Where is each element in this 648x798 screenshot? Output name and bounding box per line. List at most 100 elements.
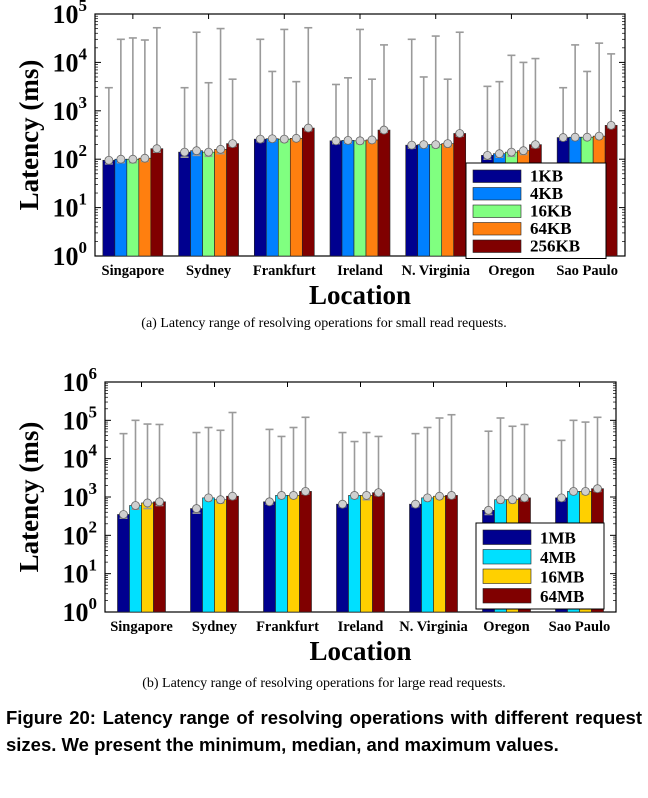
bar-1kb <box>329 140 343 257</box>
median-marker <box>594 131 604 141</box>
median-marker <box>192 504 201 513</box>
y-tick-label: 103 <box>53 93 88 126</box>
median-marker <box>435 491 444 501</box>
median-marker <box>301 486 310 496</box>
median-marker <box>155 497 164 507</box>
legend-label-16mb: 16MB <box>540 568 584 587</box>
legend-label-64kb: 64KB <box>530 219 572 238</box>
legend-label-4mb: 4MB <box>540 548 576 567</box>
bar-256kb <box>150 148 164 257</box>
bar-4mb <box>129 505 142 613</box>
bar-256kb <box>377 129 391 257</box>
median-marker <box>289 491 298 500</box>
x-tick-label: Frankfurt <box>256 619 319 635</box>
y-tick-label: 102 <box>63 517 98 550</box>
legend-label-64mb: 64MB <box>540 587 584 606</box>
median-marker <box>303 123 313 133</box>
chart-large-requests: 100 101 102 103 104 105 106 Singapore Sydney Fran… <box>14 364 617 666</box>
median-marker <box>367 135 377 145</box>
bar-16kb <box>353 140 367 257</box>
median-marker <box>277 491 286 500</box>
median-marker <box>581 486 590 496</box>
legend-label-1mb: 1MB <box>540 529 576 548</box>
bar-64mb <box>299 491 312 613</box>
bar-1kb <box>253 138 267 257</box>
bar-16kb <box>126 158 140 257</box>
legend-swatch-16mb <box>482 568 532 584</box>
median-marker <box>192 146 201 156</box>
bar-64mb <box>153 501 166 613</box>
median-marker <box>484 505 493 515</box>
median-marker <box>331 136 341 146</box>
median-marker <box>507 147 516 157</box>
x-tick-label: N. Virginia <box>399 619 468 635</box>
bar-256kb <box>301 127 315 257</box>
y-tick-label: 105 <box>63 402 98 435</box>
x-tick-label: Sydney <box>192 619 238 635</box>
median-marker <box>557 493 566 503</box>
bar-4kb <box>114 158 128 257</box>
x-tick-label: Oregon <box>483 619 529 635</box>
y-axis-label: Latency (ms) <box>14 422 44 573</box>
bar-16mb <box>214 499 227 613</box>
bar-1mb <box>409 503 422 613</box>
median-marker <box>411 499 420 509</box>
median-marker <box>519 146 528 156</box>
y-tick-label: 106 <box>63 364 98 397</box>
bar-16mb <box>360 495 373 613</box>
bar-1mb <box>190 508 203 613</box>
bar-256kb <box>604 125 618 257</box>
legend-swatch-1kb <box>472 169 522 183</box>
median-marker <box>267 134 277 144</box>
median-marker <box>204 147 213 157</box>
x-axis-label: Location <box>309 636 411 666</box>
median-marker <box>152 144 162 154</box>
y-axis-label: Latency (ms) <box>14 60 44 211</box>
x-tick-label: Oregon <box>488 263 534 279</box>
x-tick-label: Singapore <box>102 263 165 279</box>
median-marker <box>423 493 432 503</box>
bar-64kb <box>441 143 455 257</box>
median-marker <box>180 147 189 157</box>
median-marker <box>606 120 616 130</box>
median-marker <box>495 149 504 159</box>
bar-16mb <box>287 495 300 613</box>
median-marker <box>104 155 114 165</box>
bar-1kb <box>405 144 419 257</box>
median-marker <box>508 495 517 505</box>
bar-16mb <box>141 502 154 613</box>
bar-64mb <box>372 492 385 613</box>
subcaption-small-requests: (a) Latency range of resolving operation… <box>141 316 507 331</box>
median-marker <box>128 154 138 164</box>
legend-label-1kb: 1KB <box>530 167 563 186</box>
y-tick-label: 100 <box>53 238 88 271</box>
median-marker <box>455 129 465 138</box>
bar-4mb <box>421 497 434 613</box>
bar-1kb <box>102 159 116 257</box>
bar-4mb <box>202 497 215 613</box>
bar-64kb <box>214 149 227 257</box>
bar-4kb <box>341 140 355 257</box>
median-marker <box>362 491 371 500</box>
median-marker <box>374 488 383 498</box>
median-marker <box>140 153 150 163</box>
x-tick-label: Ireland <box>337 263 383 279</box>
median-marker <box>570 132 580 142</box>
x-tick-label: N. Virginia <box>401 263 470 279</box>
bar-16kb <box>429 144 443 257</box>
legend-swatch-4mb <box>482 549 532 565</box>
chart-panel-large-requests: 100 101 102 103 104 105 106 Singapore Sydney Fran… <box>0 362 648 672</box>
bar-64kb <box>289 138 303 257</box>
median-marker <box>255 134 265 144</box>
median-marker <box>431 140 441 150</box>
median-marker <box>531 140 540 150</box>
y-tick-label: 101 <box>53 190 88 223</box>
x-tick-label: Frankfurt <box>253 263 316 279</box>
bar-64kb <box>365 139 379 257</box>
x-tick-label: Sao Paulo <box>549 619 611 635</box>
median-marker <box>379 125 389 135</box>
median-marker <box>350 491 359 500</box>
median-marker <box>204 493 213 503</box>
